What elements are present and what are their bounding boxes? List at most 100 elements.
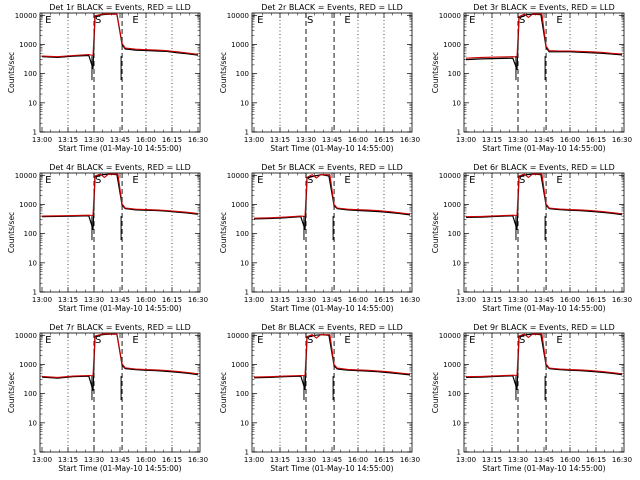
y-tick-label: 1 [245,449,249,457]
x-tick-label: 13:30 [508,136,528,144]
x-tick-label: 16:00 [348,136,368,144]
chart-title: Det 1r BLACK = Events, RED = LLD [49,3,191,12]
x-tick-label: 13:45 [322,136,342,144]
event-marker-label: E [344,335,350,346]
event-marker-label: S [95,15,101,26]
event-marker-label: E [132,335,138,346]
event-marker-label: E [257,335,263,346]
events-series-line [465,333,623,390]
chart-title: Det 4r BLACK = Events, RED = LLD [49,163,191,172]
y-tick-label: 10 [452,99,461,107]
x-tick-label: 16:30 [400,456,420,464]
x-tick-label: 13:30 [84,296,104,304]
chart-title: Det 3r BLACK = Events, RED = LLD [473,3,615,12]
event-marker-label: S [519,15,525,26]
y-tick-label: 1000 [19,201,37,209]
x-tick-label: 16:30 [400,296,420,304]
x-tick-label: 13:30 [84,456,104,464]
y-tick-label: 1000 [231,361,249,369]
y-axis-label: Counts/sec [431,372,440,413]
event-marker-label: S [307,15,313,26]
event-marker-label: S [307,335,313,346]
y-tick-label: 10 [28,259,37,267]
x-axis-label: Start Time (01-May-10 14:55:00) [58,464,181,473]
x-tick-label: 13:15 [270,456,290,464]
events-series-line [465,173,623,230]
y-tick-label: 1000 [443,201,461,209]
y-tick-label: 10 [28,99,37,107]
y-tick-label: 1000 [231,201,249,209]
chart-panel: Det 5r BLACK = Events, RED = LLD 1 10 100 10… [219,163,420,313]
event-marker-label: S [307,175,313,186]
events-series-line [41,333,199,391]
y-tick-label: 100 [448,390,461,398]
x-axis-label: Start Time (01-May-10 14:55:00) [482,464,605,473]
plot-frame [251,12,413,133]
x-tick-label: 13:45 [322,456,342,464]
lld-series-line [253,334,411,378]
y-tick-label: 1 [245,129,249,137]
x-tick-label: 16:15 [374,136,394,144]
y-tick-label: 1000 [443,361,461,369]
chart-title: Det 2r BLACK = Events, RED = LLD [261,3,403,12]
x-axis-label: Start Time (01-May-10 14:55:00) [58,304,181,313]
y-axis-label: Counts/sec [219,212,228,253]
y-tick-label: 1 [33,129,37,137]
x-tick-label: 13:00 [32,296,52,304]
lld-series-line [253,174,411,219]
event-marker-label: E [556,15,562,26]
x-tick-label: 13:45 [322,296,342,304]
y-axis-label: Counts/sec [219,52,228,93]
x-tick-label: 16:15 [586,456,606,464]
y-tick-label: 10 [452,419,461,427]
lld-series-line [41,333,199,378]
y-tick-label: 10000 [227,172,249,180]
chart-panel: Det 8r BLACK = Events, RED = LLD 1 10 100 10… [219,323,420,473]
y-axis-label: Counts/sec [7,52,16,93]
y-tick-label: 10000 [15,172,37,180]
y-tick-label: 100 [448,70,461,78]
event-marker-label: E [132,175,138,186]
chart-panel: Det 1r BLACK = Events, RED = LLD 1 10 100 10… [7,3,208,153]
x-tick-label: 13:00 [244,136,264,144]
x-axis-label: Start Time (01-May-10 14:55:00) [270,304,393,313]
chart-panel: Det 6r BLACK = Events, RED = LLD 1 10 100 10… [431,163,632,313]
x-tick-label: 16:15 [374,456,394,464]
lld-series-line [465,173,623,218]
event-marker-label: E [257,175,263,186]
x-tick-label: 13:15 [482,296,502,304]
event-marker-label: S [519,335,525,346]
event-marker-label: E [469,15,475,26]
x-tick-label: 13:15 [482,136,502,144]
x-tick-label: 16:00 [560,456,580,464]
event-marker-label: E [344,175,350,186]
y-tick-label: 10000 [15,332,37,340]
x-tick-label: 16:00 [348,296,368,304]
y-tick-label: 1000 [443,41,461,49]
x-tick-label: 16:30 [188,296,208,304]
x-tick-label: 16:15 [162,456,182,464]
chart-panel: Det 9r BLACK = Events, RED = LLD 1 10 100 10… [431,323,632,473]
x-tick-label: 13:00 [244,456,264,464]
chart-panel: Det 4r BLACK = Events, RED = LLD 1 10 100 10… [7,163,208,313]
lld-series-line [465,333,623,378]
x-axis-label: Start Time (01-May-10 14:55:00) [58,144,181,153]
chart-title: Det 8r BLACK = Events, RED = LLD [261,323,403,332]
event-marker-label: S [95,175,101,186]
event-marker-label: E [556,335,562,346]
y-tick-label: 1 [33,289,37,297]
x-tick-label: 13:45 [110,296,130,304]
y-tick-label: 10000 [439,12,461,20]
y-tick-label: 100 [236,390,249,398]
y-axis-label: Counts/sec [7,372,16,413]
x-tick-label: 16:15 [162,296,182,304]
chart-panel: Det 2r BLACK = Events, RED = LLD 1 10 100 10… [219,3,420,153]
x-tick-label: 16:00 [348,456,368,464]
x-tick-label: 13:15 [58,296,78,304]
y-tick-label: 10000 [15,12,37,20]
chart-title: Det 5r BLACK = Events, RED = LLD [261,163,403,172]
x-tick-label: 16:30 [612,296,632,304]
event-marker-label: S [95,335,101,346]
x-tick-label: 13:30 [296,136,316,144]
y-tick-label: 10000 [227,332,249,340]
